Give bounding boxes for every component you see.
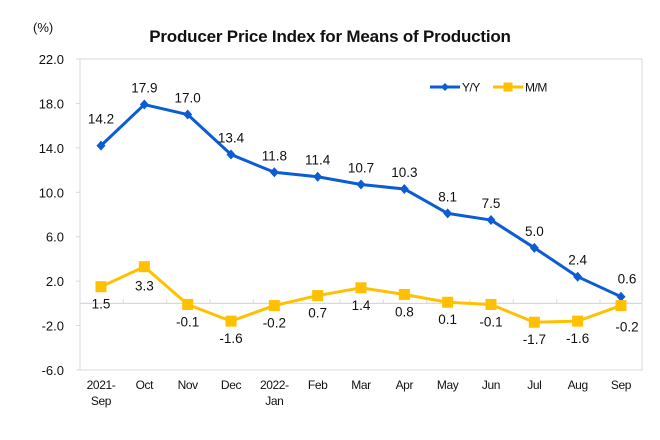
data-label: -0.1 [479,314,502,329]
data-point-marker [269,167,279,178]
data-label: 17.0 [175,91,201,106]
data-point-marker [485,298,497,310]
y-tick-label: 18.0 [39,96,64,111]
y-tick-label: -2.0 [42,319,64,334]
data-point-marker [573,271,583,282]
data-point-marker [443,208,453,219]
data-label: -0.2 [263,316,286,331]
x-category-label: Jun [482,378,500,392]
data-label: 0.1 [438,312,457,327]
x-category-label: Nov [178,378,199,392]
y-tick-label: 6.0 [46,230,64,245]
x-category-label: 2022- [260,378,289,392]
data-point-marker [616,291,626,302]
data-point-marker [312,290,324,302]
data-label: -1.6 [219,331,242,346]
x-category-label: Dec [221,378,242,392]
data-point-marker [225,315,237,327]
x-axis: 2021- Sep Oct Nov Dec 2022- Jan Feb Mar Apr May Jun… [79,299,642,408]
legend-label: M/M [525,81,547,95]
data-point-marker [442,296,454,308]
data-point-marker [268,300,280,312]
data-label: 11.8 [262,148,287,163]
data-label: 1.5 [92,297,111,312]
data-label: 11.4 [305,153,331,168]
data-point-marker [529,242,539,253]
data-point-marker [226,149,236,160]
data-label: 17.9 [131,81,157,96]
data-point-marker [183,109,193,120]
data-label: 0.7 [308,306,327,321]
data-point-marker [96,140,106,151]
legend-marker [503,82,513,92]
chart-title: Producer Price Index for Means of Produc… [149,27,511,46]
data-point-marker [356,179,366,190]
y-tick-label: 22.0 [39,52,64,67]
data-point-marker [313,171,323,182]
legend-item-mm: M/M [493,81,548,95]
y-tick-label: 10.0 [39,185,64,200]
data-point-marker [398,288,410,300]
data-label: -0.2 [615,320,638,335]
data-label: 5.0 [525,224,544,239]
data-point-marker [486,215,496,226]
data-label: 13.4 [218,131,245,146]
data-label: 7.5 [482,196,501,211]
x-category-label: Jul [527,378,541,392]
series-layer: 14.2 17.9 17.0 13.4 11.8 11.4 10.7 10.3 8.1 7.5 5.… [88,81,639,348]
data-label: 2.4 [568,253,587,268]
data-label: -1.7 [523,332,546,347]
y-tick-label: -6.0 [42,363,64,378]
data-label: 10.7 [348,161,374,176]
data-point-marker [399,183,409,194]
data-point-marker [355,282,367,294]
y-tick-label: 2.0 [46,274,64,289]
data-point-marker [528,316,540,328]
x-category-label: May [437,378,459,392]
data-label: -0.1 [176,314,199,329]
data-label: 8.1 [438,189,457,204]
data-label: -1.6 [566,331,589,346]
data-label: 14.2 [88,112,114,127]
data-label: 1.4 [352,298,371,313]
y-axis-unit-label: (%) [33,20,54,35]
legend-marker [441,83,449,91]
data-point-marker [138,261,150,273]
legend-label: Y/Y [462,81,480,95]
legend-item-yy: Y/Y [430,81,481,95]
plot-area [79,58,643,371]
data-label: 0.6 [618,272,637,287]
x-category-label: Aug [568,378,588,392]
series-mm: 1.5 3.3 -0.1 -1.6 -0.2 0.7 1.4 0.8 0.1 -0.1 -1.7 -1… [92,261,639,347]
y-tick-label: 14.0 [39,141,64,156]
data-point-marker [182,298,194,310]
data-point-marker [95,281,107,293]
series-yy: 14.2 17.9 17.0 13.4 11.8 11.4 10.7 10.3 8.1 7.5 5.… [88,81,637,302]
data-label: 10.3 [391,165,417,180]
x-category-label: Apr [396,378,414,392]
data-label: 0.8 [395,304,414,319]
x-category-label: Mar [351,378,371,392]
x-category-label: Jan [265,394,283,408]
series-line [99,103,622,299]
legend: Y/Y M/M [430,81,548,95]
data-point-marker [615,300,627,312]
data-point-marker [139,99,149,110]
data-label: 3.3 [135,279,154,294]
y-axis: 22.0 18.0 14.0 10.0 6.0 2.0 -2.0 -6.0 [39,52,80,378]
x-category-label: Sep [91,394,112,408]
x-category-label: Oct [136,378,155,392]
x-category-label: Feb [308,378,328,392]
x-category-label: Sep [611,378,632,392]
x-category-label: 2021- [87,378,116,392]
data-point-marker [572,315,584,327]
